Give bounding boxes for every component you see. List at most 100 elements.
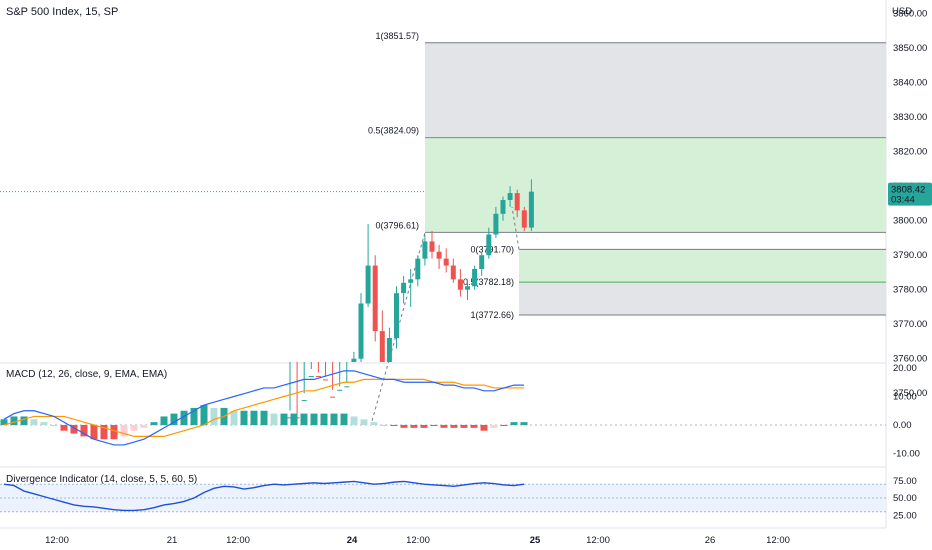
- candle-body: [401, 282, 407, 294]
- macd-histogram-bar: [260, 410, 268, 425]
- macd-histogram-bar: [510, 422, 518, 425]
- candle-body: [358, 303, 364, 359]
- macd-tick-label: 20.00: [893, 363, 917, 374]
- axes: 3850.003840.003830.003820.003810.003800.…: [45, 9, 932, 546]
- candle-body: [514, 193, 520, 211]
- candle-body: [500, 200, 506, 214]
- macd-histogram-bar: [30, 419, 38, 425]
- macd-tick-label: -10.00: [893, 449, 920, 460]
- candlestick-series: [287, 179, 534, 419]
- fib-level-label: 0(3791.70): [470, 244, 514, 254]
- candle-body: [365, 265, 371, 304]
- macd-histogram-bar: [130, 425, 138, 431]
- candle-body: [323, 379, 328, 381]
- macd-histogram-bar: [290, 413, 298, 425]
- x-tick-label: 24: [347, 535, 358, 546]
- divergence-band: [0, 484, 886, 512]
- candle-body: [493, 213, 499, 235]
- macd-line: [3, 370, 524, 446]
- candle-body: [287, 417, 293, 419]
- macd-histogram-bar: [100, 425, 108, 440]
- candle-body: [415, 258, 421, 280]
- divergence-line: [3, 480, 525, 512]
- candle-body: [472, 269, 478, 287]
- candle-body: [450, 265, 456, 280]
- candle-body: [422, 241, 428, 259]
- macd-histogram-bar: [480, 425, 488, 431]
- macd-histogram-bar: [520, 422, 528, 425]
- macd-histogram-bar: [410, 425, 418, 428]
- macd-histogram-bar: [450, 425, 458, 428]
- price-tick-label: 3830.00: [893, 112, 927, 123]
- x-tick-label: 25: [530, 535, 541, 546]
- macd-histogram-bar: [300, 413, 308, 425]
- symbol-title[interactable]: S&P 500 Index, 15, SP: [6, 6, 118, 18]
- x-tick-label: 12:00: [406, 535, 430, 546]
- x-tick-label: 12:00: [226, 535, 250, 546]
- macd-histogram-bar: [270, 413, 278, 425]
- divergence-tick-label: 25.00: [893, 510, 917, 521]
- candle-body: [479, 255, 485, 269]
- divergence-label[interactable]: Divergence Indicator (14, close, 5, 5, 6…: [6, 474, 197, 485]
- fib-zone-lower-grey: [519, 282, 886, 316]
- macd-histogram-bar: [120, 425, 128, 437]
- fib-retracement-tools[interactable]: 1(3851.57) 0.5(3824.09) 0(3796.61) 0(3791.7…: [368, 31, 886, 421]
- x-tick-label: 12:00: [45, 535, 69, 546]
- macd-label[interactable]: MACD (12, 26, close, 9, EMA, EMA): [6, 369, 167, 380]
- macd-histogram-bar: [0, 419, 8, 425]
- macd-histogram-bar: [490, 425, 498, 428]
- fib-level-label: 1(3851.57): [375, 31, 419, 41]
- candle-body: [308, 375, 314, 377]
- macd-histogram-bar: [380, 425, 388, 426]
- fib-zone-upper-grey: [425, 42, 886, 138]
- divergence-tick-label: 50.00: [893, 493, 917, 504]
- macd-signal-line: [3, 378, 524, 437]
- price-tick-label: 3780.00: [893, 285, 927, 296]
- macd-histogram-bar: [500, 425, 508, 426]
- macd-histogram-bar: [420, 425, 428, 428]
- macd-histogram-bar: [80, 425, 88, 437]
- candle-body: [408, 279, 414, 283]
- macd-tick-label: 10.00: [893, 392, 917, 403]
- candle-body: [351, 358, 357, 362]
- macd-histogram-bar: [190, 407, 198, 425]
- macd-histogram-bar: [110, 425, 118, 440]
- price-tick-label: 3750.00: [893, 388, 927, 399]
- macd-histogram-bar: [400, 425, 408, 428]
- countdown-timer: 03:44: [891, 195, 915, 206]
- macd-histogram-bar: [140, 425, 148, 428]
- macd-histogram-bar: [440, 425, 448, 428]
- fib-level-label: 0(3796.61): [375, 220, 419, 230]
- fib-level-label: 0.5(3824.09): [368, 126, 419, 136]
- x-tick-label: 12:00: [586, 535, 610, 546]
- price-tick-label: 3760.00: [893, 354, 927, 365]
- divergence-tick-label: 75.00: [893, 476, 917, 487]
- macd-histogram-bar: [200, 405, 208, 425]
- candle-body: [528, 191, 534, 228]
- price-tick-label: 3790.00: [893, 250, 927, 261]
- price-tick-label: 3850.00: [893, 43, 927, 54]
- candle-body: [443, 258, 449, 266]
- candle-body: [379, 331, 385, 362]
- macd-histogram-bar: [240, 410, 248, 425]
- macd-histogram-bar: [150, 422, 158, 425]
- price-tick-label: 3820.00: [893, 147, 927, 158]
- candle-body: [337, 389, 343, 391]
- fib-trend-line: [511, 206, 520, 250]
- macd-histogram-bar: [430, 425, 438, 426]
- price-tick-label: 3770.00: [893, 319, 927, 330]
- macd-histogram-bar: [230, 410, 238, 425]
- price-tick-label: 3800.00: [893, 216, 927, 227]
- macd-histogram-bar: [250, 410, 258, 425]
- currency-label: USD: [892, 6, 912, 17]
- macd-histogram-bar: [340, 413, 348, 425]
- candle-body: [457, 279, 463, 290]
- macd-histogram-bar: [330, 413, 338, 425]
- macd-histogram-bar: [60, 425, 68, 431]
- macd-histogram-bar: [210, 407, 218, 425]
- candle-body: [394, 293, 399, 338]
- macd-histogram-bar: [320, 413, 328, 425]
- candle-body: [429, 241, 435, 252]
